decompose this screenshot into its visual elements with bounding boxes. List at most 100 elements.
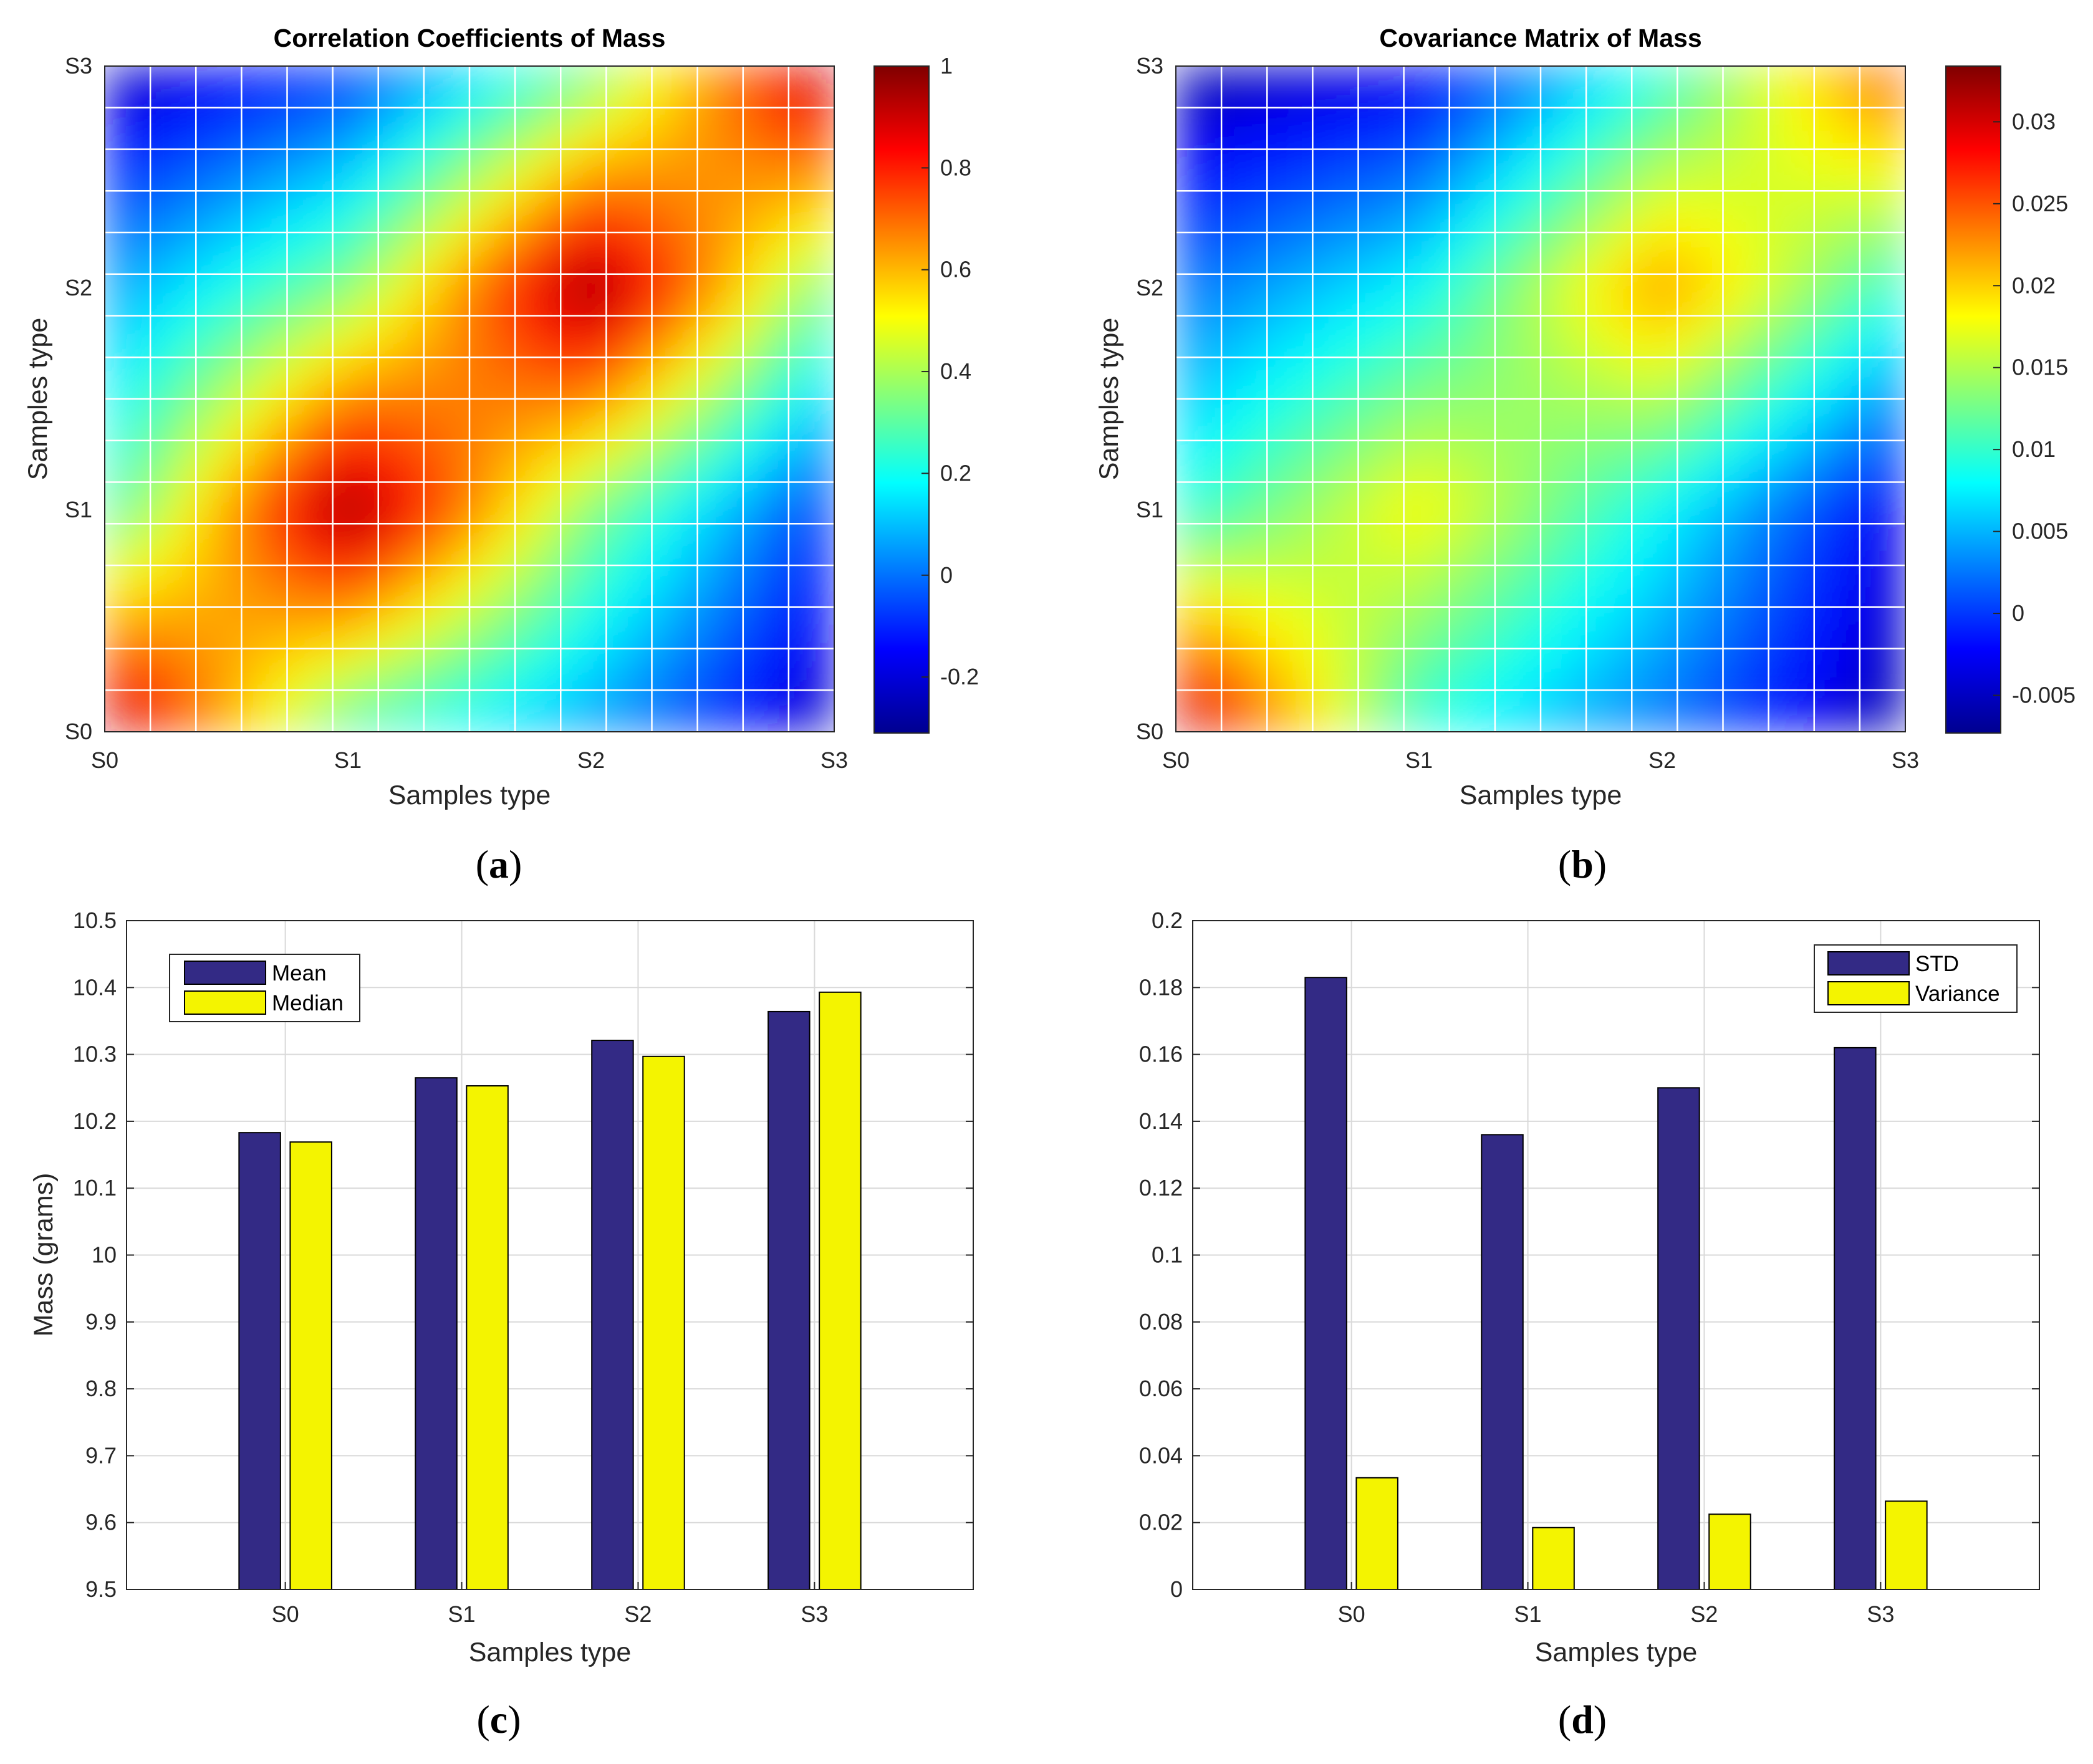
x-tick-b-s0: S0	[1162, 747, 1190, 773]
heatmap-cell	[1418, 583, 1440, 603]
heatmap-cell	[1337, 509, 1359, 529]
heatmap-cell	[1824, 620, 1845, 640]
heatmap-cell	[1378, 435, 1400, 455]
heatmap-cell	[1763, 324, 1784, 344]
heatmap-cell	[1864, 454, 1886, 474]
heatmap-cell	[205, 250, 227, 271]
heatmap-cell	[1357, 269, 1379, 289]
heatmap-cell	[489, 361, 511, 381]
heatmap-cell	[1600, 620, 1622, 640]
heatmap-cell	[1297, 194, 1319, 215]
heatmap-cell	[671, 121, 693, 141]
heatmap-cell	[1276, 361, 1298, 381]
heatmap-cell	[1499, 565, 1521, 585]
heatmap-cell	[1783, 416, 1805, 437]
heatmap-cell	[1317, 232, 1339, 252]
heatmap-cell	[1662, 435, 1683, 455]
heatmap-cell	[347, 194, 369, 215]
heatmap-cell	[529, 158, 551, 178]
heatmap-cell	[1581, 657, 1602, 677]
heatmap-cell	[712, 676, 734, 696]
heatmap-cell	[1236, 194, 1258, 215]
heatmap-cell	[1378, 527, 1400, 548]
heatmap-cell	[105, 158, 126, 178]
heatmap-cell	[509, 657, 531, 677]
heatmap-cell	[286, 324, 308, 344]
heatmap-cell	[1337, 546, 1359, 566]
heatmap-cell	[772, 416, 794, 437]
bar-variance-s3	[1885, 1500, 1928, 1591]
heatmap-cell	[651, 213, 673, 233]
heatmap-cell	[1600, 583, 1622, 603]
heatmap-cell	[1499, 398, 1521, 418]
heatmap-cell	[1722, 380, 1744, 400]
heatmap-cell	[1641, 269, 1663, 289]
heatmap-cell	[1216, 121, 1238, 141]
heatmap-cell	[570, 602, 592, 621]
heatmap-cell	[1641, 565, 1663, 585]
heatmap-cell	[246, 84, 267, 104]
heatmap-cell	[1459, 250, 1481, 271]
heatmap-cell	[793, 509, 815, 529]
heatmap-cell	[1540, 158, 1562, 178]
heatmap-cell	[1682, 287, 1703, 307]
heatmap-cell	[428, 435, 450, 455]
heatmap-cell	[671, 361, 693, 381]
heatmap-cell	[509, 602, 531, 621]
heatmap-cell	[1662, 509, 1683, 529]
heatmap-cell	[1763, 250, 1784, 271]
heatmap-cell	[105, 213, 126, 233]
heatmap-cell	[590, 527, 612, 548]
heatmap-cell	[753, 84, 774, 104]
heatmap-cell	[286, 102, 308, 122]
x-axis-label-b: Samples type	[1460, 780, 1622, 810]
heatmap-cell	[165, 602, 186, 621]
heatmap-cell	[428, 102, 450, 122]
heatmap-cell	[631, 398, 653, 418]
heatmap-cell	[408, 269, 430, 289]
heatmap-cell	[246, 491, 267, 511]
heatmap-cell	[286, 694, 308, 714]
heatmap-cell	[509, 232, 531, 252]
heatmap-cell	[631, 324, 653, 344]
heatmap-cell	[246, 380, 267, 400]
heatmap-cell	[327, 176, 349, 196]
heatmap-cell	[388, 158, 410, 178]
heatmap-cell	[1844, 491, 1865, 511]
heatmap-cell	[1176, 454, 1197, 474]
heatmap-cell	[1236, 213, 1258, 233]
heatmap-cell	[307, 121, 329, 141]
heatmap-cell	[712, 583, 734, 603]
heatmap-cell	[793, 121, 815, 141]
heatmap-cell	[1459, 509, 1481, 529]
heatmap-cell	[469, 435, 491, 455]
heatmap-cell	[1519, 657, 1541, 677]
heatmap-cell	[813, 380, 834, 400]
heatmap-cell	[570, 565, 592, 585]
heatmap-cell	[1378, 213, 1400, 233]
heatmap-cell	[1844, 546, 1865, 566]
heatmap-cell	[105, 416, 126, 437]
heatmap-cell	[1378, 509, 1400, 529]
heatmap-cell	[448, 602, 470, 621]
heatmap-cell	[631, 565, 653, 585]
x-tick-b-s3: S3	[1892, 747, 1919, 773]
heatmap-cell	[1195, 121, 1217, 141]
heatmap-cell	[1864, 620, 1886, 640]
heatmap-cell	[1540, 380, 1562, 400]
heatmap-cell	[1884, 102, 1905, 122]
heatmap-cell	[469, 583, 491, 603]
heatmap-cell	[1297, 121, 1319, 141]
heatmap-cell	[1560, 435, 1582, 455]
heatmap-cell	[1864, 657, 1886, 677]
heatmap-cell	[1560, 565, 1582, 585]
heatmap-cell	[286, 269, 308, 289]
heatmap-cell	[753, 620, 774, 640]
heatmap-cell	[590, 565, 612, 585]
heatmap-cell	[1398, 213, 1420, 233]
heatmap-cell	[753, 324, 774, 344]
heatmap-cell	[1682, 712, 1703, 732]
heatmap-cell	[1216, 546, 1238, 566]
heatmap-cell	[1216, 287, 1238, 307]
heatmap-cell	[469, 250, 491, 271]
